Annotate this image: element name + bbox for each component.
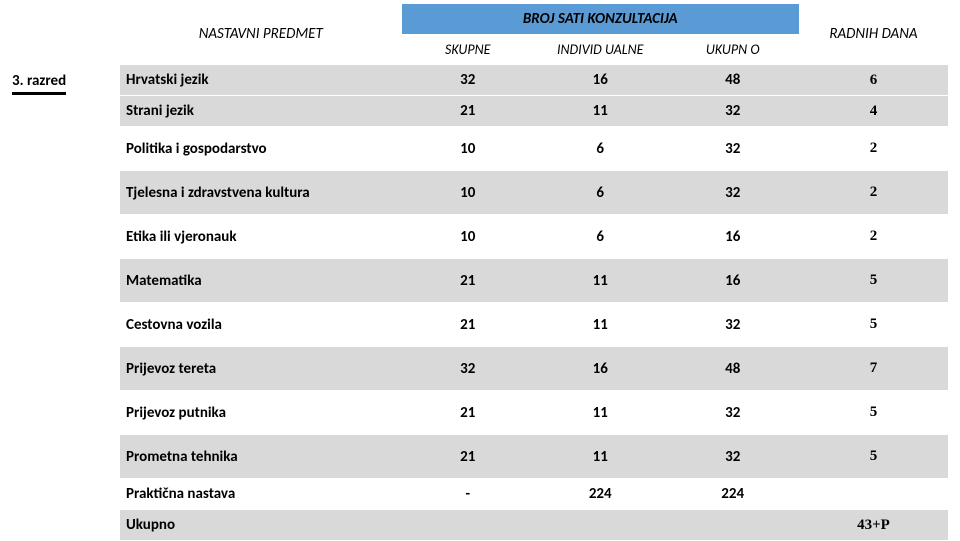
table-row: Etika ili vjeronauk106162	[120, 215, 948, 259]
cell-subject: Prijevoz putnika	[120, 391, 402, 435]
cell-individ: 6	[534, 171, 666, 215]
cell-ukupno: 32	[666, 171, 798, 215]
cell-individ: 6	[534, 127, 666, 171]
cell-skupne: 32	[402, 347, 534, 391]
cell-empty	[402, 510, 534, 541]
cell-individ: 16	[534, 347, 666, 391]
cell-skupne: 10	[402, 215, 534, 259]
header-subject: NASTAVNI PREDMET	[120, 4, 402, 65]
cell-individ: 11	[534, 303, 666, 347]
cell-radnih	[799, 479, 948, 510]
table-row: Prometna tehnika2111325	[120, 435, 948, 479]
cell-subject: Politika i gospodarstvo	[120, 127, 402, 171]
table-row: Hrvatski jezik3216486	[120, 65, 948, 96]
cell-skupne: 10	[402, 127, 534, 171]
cell-radnih: 2	[799, 171, 948, 215]
cell-ukupno: 48	[666, 65, 798, 96]
cell-subject: Prometna tehnika	[120, 435, 402, 479]
cell-individ: 11	[534, 96, 666, 127]
cell-individ: 16	[534, 65, 666, 96]
cell-subject: Praktična nastava	[120, 479, 402, 510]
cell-radnih: 5	[799, 391, 948, 435]
cell-skupne: 21	[402, 303, 534, 347]
cell-skupne: 32	[402, 65, 534, 96]
cell-radnih: 7	[799, 347, 948, 391]
cell-individ: 224	[534, 479, 666, 510]
table-row: Prijevoz putnika2111325	[120, 391, 948, 435]
header-skupne: SKUPNE	[402, 35, 534, 65]
cell-radnih: 5	[799, 259, 948, 303]
cell-ukupno: 224	[666, 479, 798, 510]
table-row: Politika i gospodarstvo106322	[120, 127, 948, 171]
cell-radnih: 43+P	[799, 510, 948, 541]
table-row: Tjelesna i zdravstvena kultura106322	[120, 171, 948, 215]
cell-empty	[534, 510, 666, 541]
cell-ukupno: 32	[666, 127, 798, 171]
cell-ukupno: 16	[666, 215, 798, 259]
consultation-table: NASTAVNI PREDMET BROJ SATI KONZULTACIJA …	[120, 4, 948, 541]
cell-empty	[666, 510, 798, 541]
cell-individ: 6	[534, 215, 666, 259]
cell-ukupno: 32	[666, 303, 798, 347]
cell-subject: Etika ili vjeronauk	[120, 215, 402, 259]
cell-subject: Prijevoz tereta	[120, 347, 402, 391]
grade-label: 3. razred	[12, 72, 66, 95]
table-row: Cestovna vozila2111325	[120, 303, 948, 347]
cell-radnih: 4	[799, 96, 948, 127]
cell-ukupno: 32	[666, 391, 798, 435]
cell-radnih: 2	[799, 215, 948, 259]
cell-subject: Ukupno	[120, 510, 402, 541]
header-radnih: RADNIH DANA	[799, 4, 948, 65]
cell-radnih: 5	[799, 303, 948, 347]
header-individ: INDIVID UALNE	[534, 35, 666, 65]
cell-individ: 11	[534, 435, 666, 479]
cell-radnih: 2	[799, 127, 948, 171]
cell-ukupno: 48	[666, 347, 798, 391]
cell-ukupno: 32	[666, 96, 798, 127]
table-row: Matematika2111165	[120, 259, 948, 303]
cell-skupne: 10	[402, 171, 534, 215]
cell-skupne: -	[402, 479, 534, 510]
cell-subject: Hrvatski jezik	[120, 65, 402, 96]
cell-subject: Cestovna vozila	[120, 303, 402, 347]
table-row: Praktična nastava-224224	[120, 479, 948, 510]
table-row: Strani jezik2111324	[120, 96, 948, 127]
table-row: Prijevoz tereta3216487	[120, 347, 948, 391]
header-top-merged: BROJ SATI KONZULTACIJA	[402, 4, 799, 35]
cell-subject: Tjelesna i zdravstvena kultura	[120, 171, 402, 215]
cell-ukupno: 32	[666, 435, 798, 479]
cell-subject: Matematika	[120, 259, 402, 303]
cell-skupne: 21	[402, 435, 534, 479]
cell-individ: 11	[534, 391, 666, 435]
table-container: NASTAVNI PREDMET BROJ SATI KONZULTACIJA …	[120, 4, 948, 541]
cell-skupne: 21	[402, 391, 534, 435]
header-ukupno: UKUPN O	[666, 35, 798, 65]
table-row-footer: Ukupno 43+P	[120, 510, 948, 541]
cell-subject: Strani jezik	[120, 96, 402, 127]
cell-radnih: 5	[799, 435, 948, 479]
cell-individ: 11	[534, 259, 666, 303]
cell-radnih: 6	[799, 65, 948, 96]
cell-skupne: 21	[402, 259, 534, 303]
cell-ukupno: 16	[666, 259, 798, 303]
cell-skupne: 21	[402, 96, 534, 127]
